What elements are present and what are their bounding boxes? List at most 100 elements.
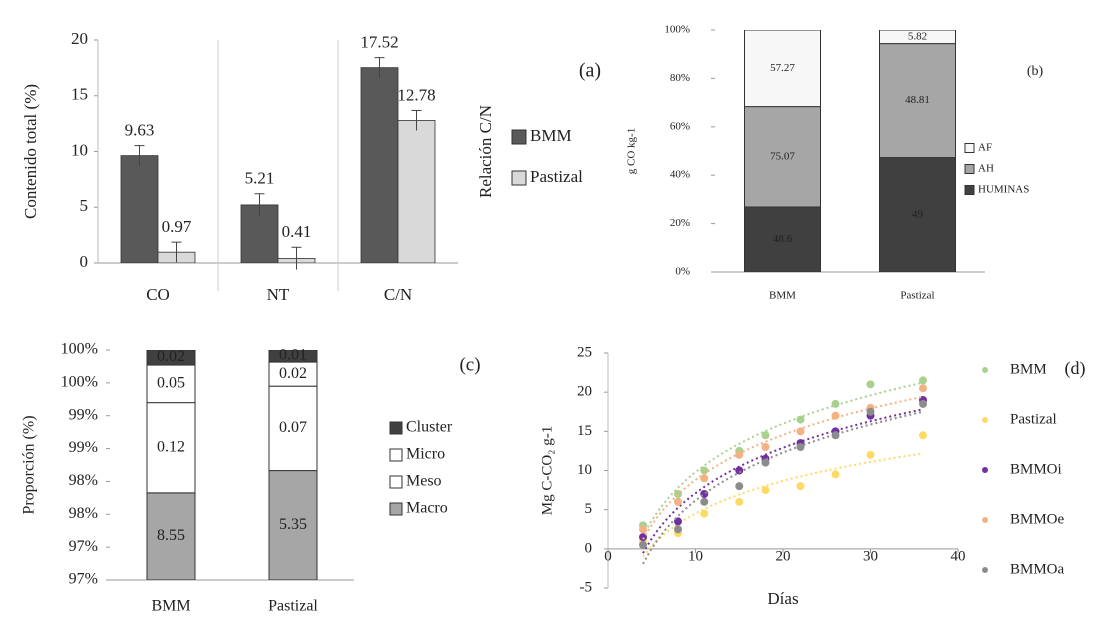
trendline [642,408,924,554]
trendline [642,395,924,540]
legend-swatch [964,143,975,153]
y-tick-label: 80% [670,72,690,84]
bar-segment [146,492,196,580]
point [735,466,744,475]
y-tick-label: -5 [580,579,593,595]
y-tick-label: 5 [80,196,89,215]
bar-segment [744,106,821,208]
y-tick-label: 0% [675,266,690,278]
legend-label: Micro [406,446,445,463]
value-label: 0.02 [157,348,185,365]
y-tick-label: 97% [69,538,98,555]
point [796,415,805,424]
point [761,486,770,495]
y-tick-label: 25 [577,344,592,360]
point [639,540,647,549]
value-label: 17.52 [360,33,398,52]
bar-segment [268,350,318,363]
x-tick-label: CO [146,285,170,304]
panel-label: (a) [579,60,601,82]
value-label: 48.81 [905,94,930,106]
point [700,509,709,518]
legend-label: BMMOi [1010,461,1062,477]
point [761,431,770,440]
point [735,482,744,491]
x-tick-label: 20 [776,548,791,564]
bar-segment [146,402,196,494]
legend-label: Meso [406,473,442,490]
bar-segment [146,350,196,366]
x-tick-label: BMM [769,290,796,302]
legend-swatch [389,421,403,435]
value-label: 57.27 [770,62,795,74]
legend-swatch [389,502,403,516]
value-label: 0.41 [282,222,312,241]
point [831,399,840,408]
value-label: 75.07 [770,150,795,162]
legend-marker [982,567,988,573]
panel-label: (d) [1065,358,1086,379]
y-tick-label: 0 [585,540,593,556]
bar-segment [146,364,196,404]
value-label: 12.78 [397,85,435,104]
point [796,427,805,436]
x-axis-label: Días [767,589,798,608]
legend-label: AF [978,142,992,154]
point [735,450,744,459]
point [796,482,805,491]
value-label: 0.07 [279,419,307,436]
point [674,525,682,534]
trendline [642,410,924,565]
y-tick-label: 40% [670,169,690,181]
y-tick-label: 100% [664,24,690,36]
legend-swatch [389,448,403,462]
x-tick-label: 40 [951,548,966,564]
y-tick-label: 100% [61,341,98,358]
y-tick-label: 99% [69,439,98,456]
bar [360,67,399,263]
value-label: 5.35 [279,516,307,533]
legend-label: BMM [1010,361,1047,377]
legend-label: BMMOa [1010,561,1065,577]
point [866,450,875,459]
y-tick-label: 98% [69,472,98,489]
point [700,490,709,498]
y-axis-label: Mg C-CO₂ g-1 [539,426,555,515]
y-tick-label: 20 [71,29,88,48]
legend-marker [982,517,988,523]
value-label: 49 [912,208,924,220]
legend-swatch [511,129,527,145]
legend-swatch [964,164,975,174]
y-tick-label: 60% [670,120,690,132]
y-tick-label: 20 [577,384,592,400]
legend-label: Pastizal [530,167,583,186]
y-tick-label: 15 [577,423,592,439]
y-tick-label: 99% [69,406,98,423]
point [831,470,840,479]
trendline [642,452,924,558]
legend-label: BMMOe [1010,511,1065,527]
point [674,497,682,506]
point [700,474,709,483]
bar-segment [268,470,318,580]
point [639,533,647,542]
bar [120,155,159,263]
point [700,497,709,506]
y-tick-label: 10 [71,140,88,159]
bar-segment [879,157,956,272]
bar-segment [268,385,318,472]
x-tick-label: 30 [863,548,878,564]
value-label: 5.21 [245,169,275,188]
value-label: 0.12 [157,438,185,455]
x-tick-label: BMM [151,598,190,615]
x-tick-label: C/N [384,285,412,304]
panel-label: (b) [1027,64,1044,79]
legend-label: BMM [530,126,572,145]
y-tick-label: 0 [80,252,89,271]
panel-label: (c) [459,354,480,375]
value-label: 0.02 [279,365,307,382]
point [866,407,875,416]
point [919,384,927,393]
point [831,431,840,440]
